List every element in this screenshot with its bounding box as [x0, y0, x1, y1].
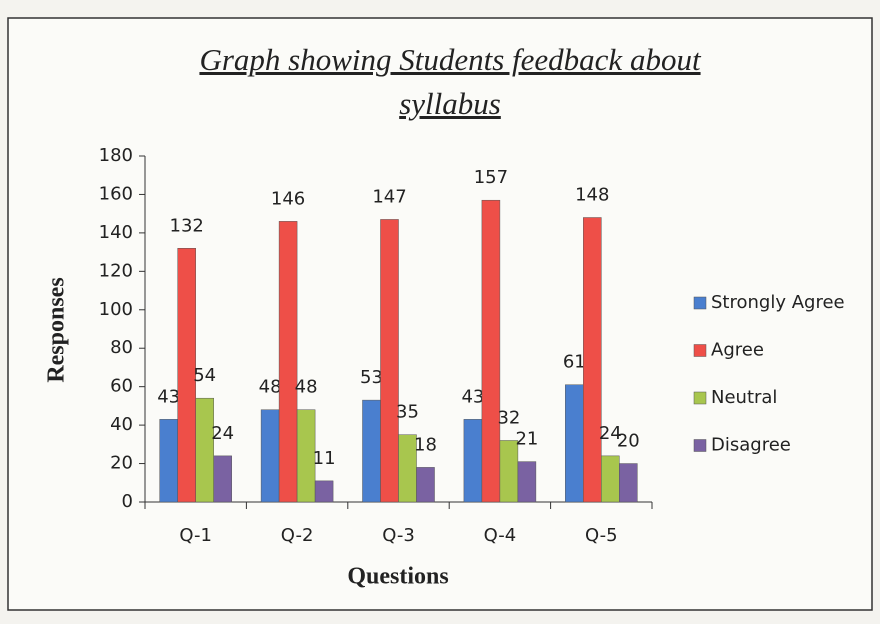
data-label: 48: [259, 377, 282, 398]
bar: [380, 219, 399, 503]
bar: [260, 409, 280, 503]
bar: [278, 221, 298, 503]
data-label: 132: [170, 215, 204, 236]
x-tick-label: Q-2: [281, 525, 314, 546]
data-label: 24: [211, 423, 234, 444]
bar: [481, 199, 501, 503]
y-tick-label: 40: [110, 414, 133, 435]
data-label: 147: [372, 186, 406, 207]
data-label: 32: [497, 407, 520, 428]
bar: [517, 461, 537, 503]
bar: [177, 248, 196, 503]
bar: [565, 384, 584, 503]
bar: [195, 397, 214, 503]
data-label: 43: [157, 386, 180, 407]
bar: [159, 419, 178, 503]
bar: [499, 440, 519, 503]
y-tick-label: 60: [110, 376, 133, 397]
legend-swatch: [693, 391, 707, 405]
bar: [463, 419, 483, 503]
chart-title: Graph showing Students feedback about sy…: [199, 42, 701, 121]
bar: [416, 467, 435, 503]
data-label: 35: [396, 402, 419, 423]
legend-label: Strongly Agree: [711, 292, 845, 313]
data-label: 11: [313, 448, 336, 469]
legend-swatch: [693, 344, 707, 357]
data-label: 61: [563, 352, 586, 373]
bar: [362, 399, 381, 503]
legend-swatch: [693, 296, 707, 310]
data-label: 18: [414, 434, 437, 455]
x-tick-label: Q-3: [382, 525, 415, 546]
data-label: 53: [360, 367, 383, 388]
y-tick-label: 180: [99, 145, 133, 166]
y-tick-label: 140: [99, 222, 133, 243]
legend-label: Agree: [711, 340, 764, 361]
data-label: 24: [599, 423, 622, 444]
y-tick-label: 100: [99, 299, 133, 320]
bar: [296, 409, 316, 503]
bar: [619, 463, 638, 503]
y-tick-label: 120: [99, 260, 133, 281]
data-label: 20: [617, 431, 640, 452]
y-tick-label: 0: [122, 491, 133, 512]
legend-label: Disagree: [711, 435, 791, 456]
data-label: 157: [474, 167, 508, 188]
bar: [583, 217, 602, 503]
data-label: 148: [575, 185, 609, 206]
data-label: 21: [515, 429, 538, 450]
bar: [601, 455, 620, 503]
x-tick-label: Q-5: [585, 525, 618, 546]
legend-swatch: [693, 439, 707, 452]
y-tick-label: 80: [110, 337, 133, 358]
x-axis-label: Questions: [347, 564, 448, 590]
chart-frame: [7, 17, 873, 611]
x-tick-label: Q-4: [484, 525, 517, 546]
data-label: 43: [461, 386, 484, 407]
data-label: 48: [295, 377, 318, 398]
data-label: 146: [271, 188, 305, 209]
legend-label: Neutral: [711, 387, 777, 408]
bar: [213, 455, 232, 503]
x-tick-label: Q-1: [179, 525, 212, 546]
y-tick-label: 160: [99, 183, 133, 204]
y-tick-label: 20: [110, 453, 133, 474]
y-axis-label: Responses: [44, 277, 70, 382]
bar: [314, 480, 334, 503]
data-label: 54: [193, 365, 216, 386]
